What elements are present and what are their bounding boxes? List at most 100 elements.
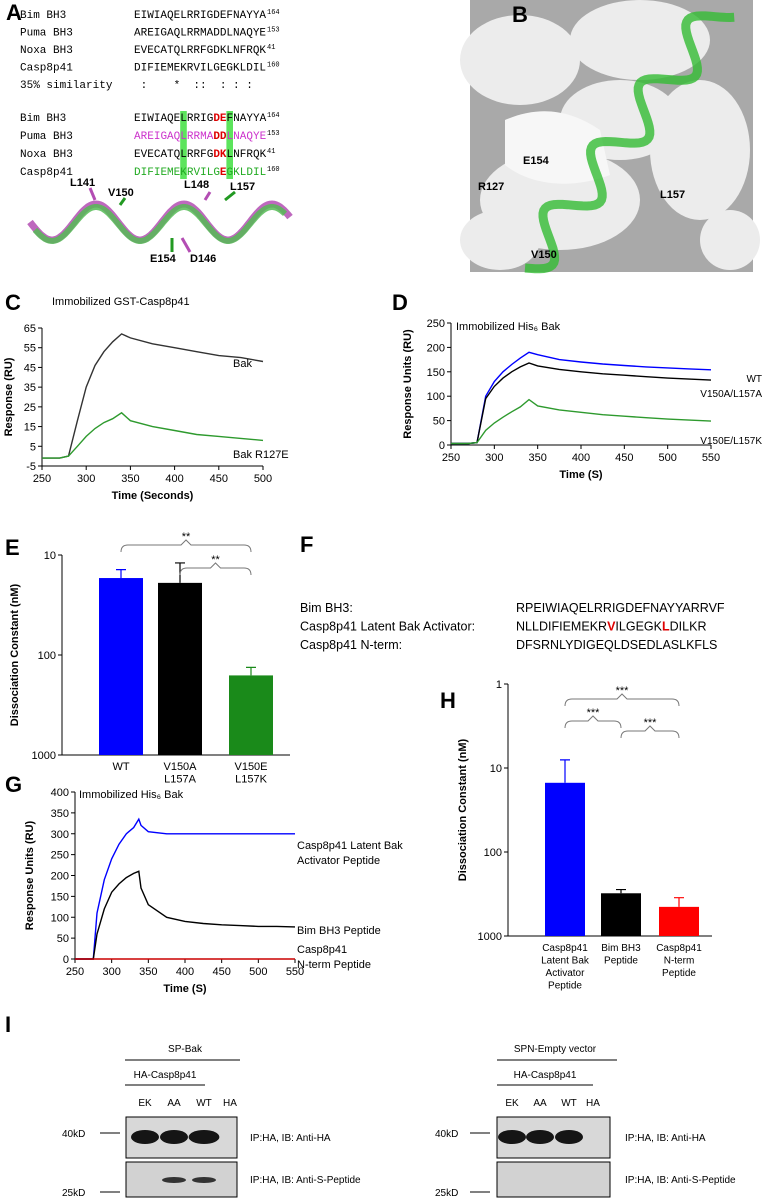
bar xyxy=(229,675,273,755)
y-tick-label: 100 xyxy=(51,912,69,924)
text-span: G xyxy=(626,620,636,634)
text-span: Q xyxy=(167,113,174,125)
y-tick-label: 100 xyxy=(484,847,502,859)
groove xyxy=(505,111,610,184)
sequence-end: 164 xyxy=(267,9,280,17)
series-line xyxy=(451,398,712,445)
text-span: E xyxy=(596,638,604,652)
sequence: EVECATQLRRFGDKLNFRQK xyxy=(134,149,267,161)
panel-letter: E xyxy=(5,535,20,560)
panel-letter: D xyxy=(392,290,408,315)
x-tick-label: 350 xyxy=(121,473,139,485)
text-span: S xyxy=(671,638,679,652)
panel-letter: G xyxy=(5,772,22,797)
text-span: C xyxy=(154,149,161,161)
error-bar xyxy=(674,897,684,907)
category-label: Peptide xyxy=(548,981,582,992)
text-span: M xyxy=(571,620,581,634)
text-span: N xyxy=(650,601,659,615)
text-span: K xyxy=(689,620,698,634)
text-span: K xyxy=(220,149,227,161)
significance-bracket xyxy=(120,539,252,553)
text-span: F xyxy=(717,601,725,615)
text-span: A xyxy=(207,131,214,143)
text-span: L xyxy=(525,620,532,634)
text-span: R xyxy=(516,601,525,615)
y-tick-label: 65 xyxy=(24,323,36,335)
residue-label: L148 xyxy=(184,179,209,191)
text-span: E xyxy=(579,601,587,615)
sequence-end: 153 xyxy=(267,27,280,35)
series-label: Bak R127E xyxy=(233,449,289,461)
text-span: E xyxy=(134,149,141,161)
x-tick-label: 400 xyxy=(572,452,590,464)
text-span: Y xyxy=(667,601,676,615)
blot-title: SP-Bak xyxy=(168,1044,203,1055)
sequence-end: 164 xyxy=(267,112,280,120)
series-line xyxy=(75,870,296,960)
text-span: G xyxy=(644,620,654,634)
series-label: Casp8p41 N-term Peptide xyxy=(297,944,371,971)
y-tick-label: 300 xyxy=(51,829,69,841)
text-span: D xyxy=(246,167,253,179)
text-span: Casp8p41 Latent Bak xyxy=(297,840,406,852)
text-span: L xyxy=(619,620,626,634)
text-span: I xyxy=(154,113,161,125)
text-span: W xyxy=(147,113,154,125)
band xyxy=(131,1130,159,1144)
side-chain xyxy=(118,197,127,206)
sequence: RPEIWIAQELRRIGDEFNAYYARRVF xyxy=(516,601,725,615)
residue-label: D146 xyxy=(190,253,216,265)
text-span: R xyxy=(193,113,200,125)
text-span: R xyxy=(187,167,194,179)
x-tick-label: 300 xyxy=(77,473,95,485)
text-span: S xyxy=(533,638,541,652)
series-label: V150E/L157K xyxy=(700,436,762,447)
lane-label: WT xyxy=(196,1098,212,1109)
y-tick-label: -5 xyxy=(26,461,36,473)
text-span: E xyxy=(147,131,154,143)
text-span: I xyxy=(200,113,207,125)
text-span: G xyxy=(615,601,625,615)
sequence-name: Noxa BH3 xyxy=(20,149,73,161)
text-span: E xyxy=(533,601,541,615)
text-span: Y xyxy=(675,601,684,615)
y-tick-label: 200 xyxy=(51,871,69,883)
chart-title: Immobilized His₆ Bak xyxy=(79,789,184,801)
x-tick-label: 300 xyxy=(485,452,503,464)
text-span: R xyxy=(594,601,603,615)
text-span: Casp8p41 xyxy=(297,944,350,956)
text-span: N xyxy=(233,131,240,143)
x-tick-label: 450 xyxy=(210,473,228,485)
sequence-name: Casp8p41 Latent Bak Activator: xyxy=(300,620,475,634)
y-tick-label: 150 xyxy=(51,891,69,903)
significance-label: ** xyxy=(182,531,191,543)
text-span: E xyxy=(260,131,267,143)
category-label: Casp8p41 xyxy=(656,943,702,954)
y-tick-label: 15 xyxy=(24,422,36,434)
category-label: N-term xyxy=(664,956,695,967)
band xyxy=(188,1130,220,1144)
text-span: L xyxy=(682,620,689,634)
text-span: L xyxy=(227,131,234,143)
error-bar xyxy=(116,569,126,579)
lane-label: EK xyxy=(138,1098,152,1109)
text-span: V xyxy=(193,167,200,179)
text-span: V xyxy=(607,620,616,634)
text-span: R xyxy=(691,601,700,615)
text-span: L xyxy=(207,167,214,179)
text-span: E xyxy=(563,620,571,634)
x-tick-label: 550 xyxy=(702,452,720,464)
category-label: Casp8p41 xyxy=(542,943,588,954)
band xyxy=(192,1177,216,1183)
text-span: E xyxy=(134,113,141,125)
text-span: R xyxy=(187,149,194,161)
text-span: N xyxy=(516,620,525,634)
sequence: NLLDIFIEMEKRVILGEGKLDILKR xyxy=(516,620,706,634)
text-span: F xyxy=(694,638,702,652)
text-span: N xyxy=(233,113,240,125)
panel-letter: H xyxy=(440,688,456,713)
sequence: EVECATQLRRFGDKLNFRQK xyxy=(134,45,266,57)
text-span: E xyxy=(174,113,181,125)
text-span: Q xyxy=(174,131,181,143)
